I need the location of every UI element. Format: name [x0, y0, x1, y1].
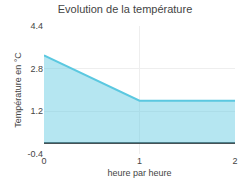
svg-text:1: 1 [137, 156, 142, 166]
svg-text:-0.4: -0.4 [27, 149, 43, 159]
svg-text:heure par heure: heure par heure [107, 168, 171, 178]
svg-text:4.4: 4.4 [30, 21, 43, 31]
svg-text:0: 0 [41, 156, 46, 166]
svg-text:2.8: 2.8 [30, 64, 43, 74]
svg-text:1.2: 1.2 [30, 106, 43, 116]
svg-text:2: 2 [232, 156, 237, 166]
svg-text:Evolution de la température: Evolution de la température [58, 3, 193, 15]
svg-text:Température en °C: Température en °C [13, 52, 23, 128]
